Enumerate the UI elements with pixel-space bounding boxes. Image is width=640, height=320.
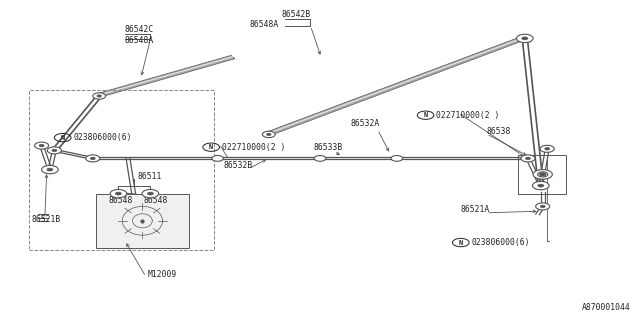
Circle shape <box>86 155 100 162</box>
Text: M12009: M12009 <box>147 270 177 279</box>
Text: N: N <box>61 135 65 140</box>
Circle shape <box>532 181 549 190</box>
Text: 86548A: 86548A <box>250 20 279 29</box>
Text: 86521A: 86521A <box>461 205 490 214</box>
Text: N: N <box>459 240 463 245</box>
Circle shape <box>110 189 127 198</box>
Circle shape <box>142 189 159 198</box>
Bar <box>29 90 214 250</box>
Text: 023806000(6): 023806000(6) <box>472 238 530 247</box>
Text: 86542B: 86542B <box>282 10 311 19</box>
Circle shape <box>540 205 545 208</box>
Text: 86532A: 86532A <box>351 119 380 128</box>
Circle shape <box>90 157 95 160</box>
Circle shape <box>391 156 403 161</box>
Circle shape <box>522 37 528 40</box>
Polygon shape <box>97 55 235 97</box>
Polygon shape <box>266 36 526 135</box>
Circle shape <box>538 184 544 187</box>
Circle shape <box>525 157 531 160</box>
Circle shape <box>540 145 554 152</box>
Circle shape <box>262 131 275 138</box>
Text: 86538: 86538 <box>486 127 511 136</box>
Circle shape <box>93 93 106 99</box>
Text: 86542C: 86542C <box>125 25 154 34</box>
Circle shape <box>35 142 49 149</box>
Text: A870001044: A870001044 <box>582 303 630 312</box>
Circle shape <box>39 144 44 147</box>
Circle shape <box>540 173 546 176</box>
Text: 86548: 86548 <box>144 196 168 205</box>
Text: 86533B: 86533B <box>314 143 343 152</box>
Circle shape <box>97 95 101 97</box>
Circle shape <box>314 156 326 161</box>
Circle shape <box>521 155 535 162</box>
Circle shape <box>42 165 58 174</box>
Circle shape <box>538 172 548 177</box>
Circle shape <box>52 149 57 152</box>
Circle shape <box>267 133 271 136</box>
Text: 86521B: 86521B <box>32 215 61 224</box>
Circle shape <box>545 148 550 150</box>
Text: 023806000(6): 023806000(6) <box>74 133 132 142</box>
Text: N: N <box>209 144 213 150</box>
Circle shape <box>516 34 533 43</box>
Text: 86532B: 86532B <box>224 161 253 170</box>
Text: 86511: 86511 <box>138 172 162 181</box>
Circle shape <box>147 192 154 195</box>
FancyBboxPatch shape <box>96 194 189 248</box>
Text: 86548A: 86548A <box>125 36 154 45</box>
Circle shape <box>115 192 122 195</box>
Circle shape <box>47 147 61 154</box>
Text: 022710000(2 ): 022710000(2 ) <box>436 111 500 120</box>
Text: N: N <box>424 112 428 118</box>
Circle shape <box>47 168 53 171</box>
Circle shape <box>536 203 550 210</box>
Text: 022710000(2 ): 022710000(2 ) <box>222 143 285 152</box>
Circle shape <box>533 170 552 179</box>
Circle shape <box>212 156 223 161</box>
Text: 86548: 86548 <box>109 196 133 205</box>
